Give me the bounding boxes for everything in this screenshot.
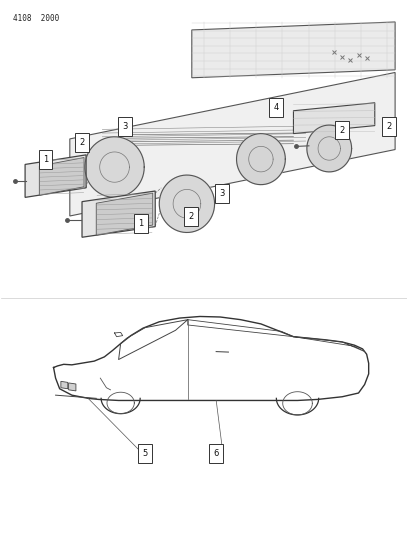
Polygon shape — [61, 381, 68, 389]
Polygon shape — [192, 22, 395, 78]
Text: 2: 2 — [80, 138, 84, 147]
Text: 2: 2 — [339, 126, 345, 135]
Text: 1: 1 — [43, 155, 48, 164]
FancyBboxPatch shape — [335, 120, 349, 140]
Text: 5: 5 — [142, 449, 148, 458]
Text: 4: 4 — [274, 103, 279, 112]
FancyBboxPatch shape — [138, 444, 152, 463]
Text: 2: 2 — [188, 212, 194, 221]
FancyBboxPatch shape — [38, 150, 52, 169]
Text: 2: 2 — [386, 123, 392, 132]
FancyBboxPatch shape — [75, 133, 89, 152]
Text: 1: 1 — [138, 219, 144, 228]
Text: 4108  2000: 4108 2000 — [13, 14, 59, 23]
Polygon shape — [39, 158, 84, 195]
FancyBboxPatch shape — [269, 98, 283, 117]
FancyBboxPatch shape — [215, 184, 229, 203]
Polygon shape — [85, 137, 144, 197]
Polygon shape — [69, 383, 76, 391]
Polygon shape — [307, 125, 352, 172]
FancyBboxPatch shape — [118, 117, 132, 136]
FancyBboxPatch shape — [184, 207, 198, 226]
Polygon shape — [159, 175, 215, 232]
Text: 6: 6 — [213, 449, 219, 458]
Polygon shape — [82, 191, 155, 237]
Polygon shape — [70, 72, 395, 216]
FancyBboxPatch shape — [209, 444, 223, 463]
Text: 3: 3 — [122, 123, 127, 132]
Polygon shape — [96, 193, 153, 235]
FancyBboxPatch shape — [134, 214, 148, 233]
FancyBboxPatch shape — [382, 117, 396, 136]
Polygon shape — [25, 155, 86, 197]
Text: 3: 3 — [220, 189, 225, 198]
Polygon shape — [293, 103, 375, 134]
Polygon shape — [237, 134, 285, 184]
